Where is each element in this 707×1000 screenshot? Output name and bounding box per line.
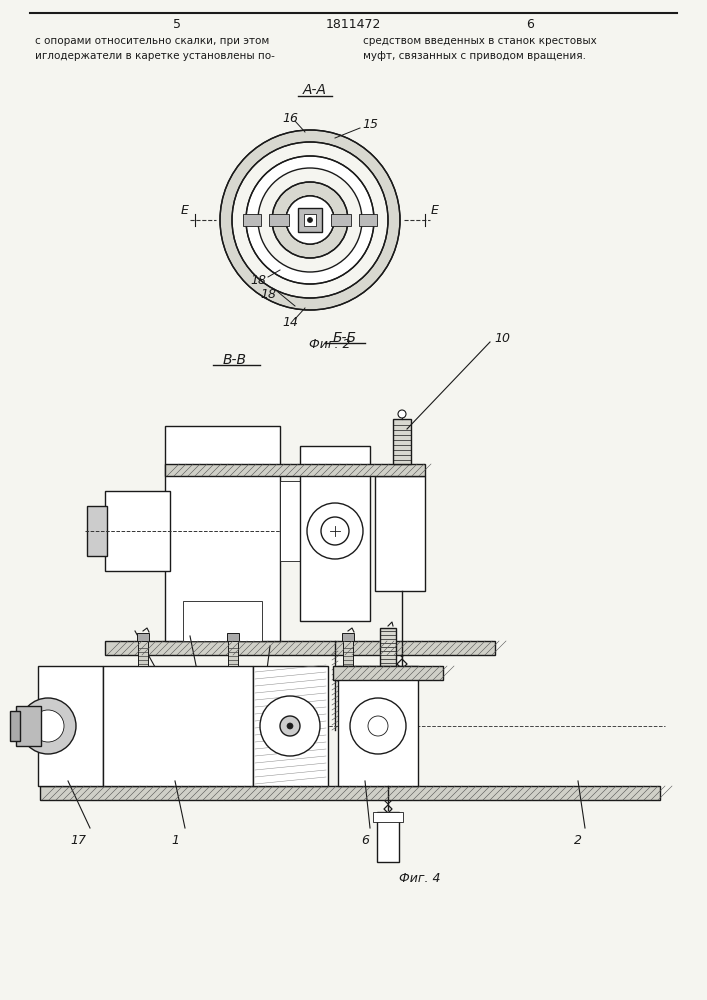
Bar	[298, 208, 322, 232]
Text: 12: 12	[187, 690, 203, 704]
Bar	[387, 675, 417, 687]
Circle shape	[398, 410, 406, 418]
Text: средством введенных в станок крестовых
муфт, связанных с приводом вращения.: средством введенных в станок крестовых м…	[363, 36, 597, 61]
Circle shape	[321, 517, 349, 545]
Circle shape	[20, 698, 76, 754]
Text: 18: 18	[250, 273, 266, 286]
Bar	[304, 214, 316, 226]
Text: 1: 1	[171, 834, 179, 846]
Text: Фиг. 3: Фиг. 3	[349, 736, 391, 750]
Circle shape	[32, 710, 64, 742]
Bar	[300, 446, 370, 621]
Bar	[103, 666, 253, 786]
Bar	[342, 633, 354, 641]
Bar	[87, 506, 107, 556]
Text: 10: 10	[494, 332, 510, 344]
Bar	[10, 711, 20, 741]
Text: 11: 11	[252, 690, 268, 704]
Bar	[269, 214, 289, 226]
Bar	[359, 214, 377, 226]
Circle shape	[308, 218, 312, 223]
Text: Фиг. 2: Фиг. 2	[309, 338, 351, 352]
Bar	[40, 786, 660, 800]
Text: E: E	[431, 204, 439, 217]
Text: В-В: В-В	[223, 353, 247, 367]
Circle shape	[307, 503, 363, 559]
Bar	[375, 476, 425, 591]
Bar	[105, 641, 495, 655]
Text: 6: 6	[361, 834, 369, 846]
Bar	[16, 706, 41, 746]
Bar	[391, 675, 413, 730]
Text: 15: 15	[362, 118, 378, 131]
Bar	[338, 666, 418, 786]
Text: 6: 6	[526, 18, 534, 31]
Circle shape	[287, 723, 293, 729]
Text: 5: 5	[173, 18, 181, 31]
Text: 1811472: 1811472	[325, 18, 380, 31]
Bar	[165, 426, 280, 641]
Circle shape	[368, 716, 388, 736]
Bar	[377, 812, 399, 862]
Text: А-А: А-А	[303, 83, 327, 97]
Bar	[253, 666, 328, 786]
Text: 13: 13	[147, 690, 163, 704]
Bar	[228, 641, 238, 666]
Text: с опорами относительно скалки, при этом
иглодержатели в каретке установлены по-: с опорами относительно скалки, при этом …	[35, 36, 275, 61]
Bar	[380, 628, 396, 666]
Bar	[333, 666, 443, 680]
Bar	[137, 633, 149, 641]
Circle shape	[350, 698, 406, 754]
Circle shape	[286, 196, 334, 244]
Circle shape	[260, 696, 320, 756]
Bar	[373, 812, 403, 822]
Circle shape	[280, 716, 300, 736]
Text: 18: 18	[260, 288, 276, 302]
Text: 17: 17	[70, 834, 86, 846]
Bar	[138, 641, 148, 666]
Text: Фиг. 4: Фиг. 4	[399, 871, 440, 884]
Bar	[280, 481, 305, 561]
Text: Б-Б: Б-Б	[333, 331, 357, 345]
Bar	[105, 491, 170, 571]
Text: 16: 16	[282, 111, 298, 124]
Bar	[183, 601, 262, 641]
Bar	[343, 641, 353, 666]
Text: 2: 2	[574, 834, 582, 846]
Bar	[38, 666, 103, 786]
Bar	[165, 464, 425, 476]
Bar	[331, 214, 351, 226]
Bar	[393, 419, 411, 464]
Text: E: E	[181, 204, 189, 217]
Bar	[227, 633, 239, 641]
Bar	[243, 214, 261, 226]
Text: 14: 14	[282, 316, 298, 328]
